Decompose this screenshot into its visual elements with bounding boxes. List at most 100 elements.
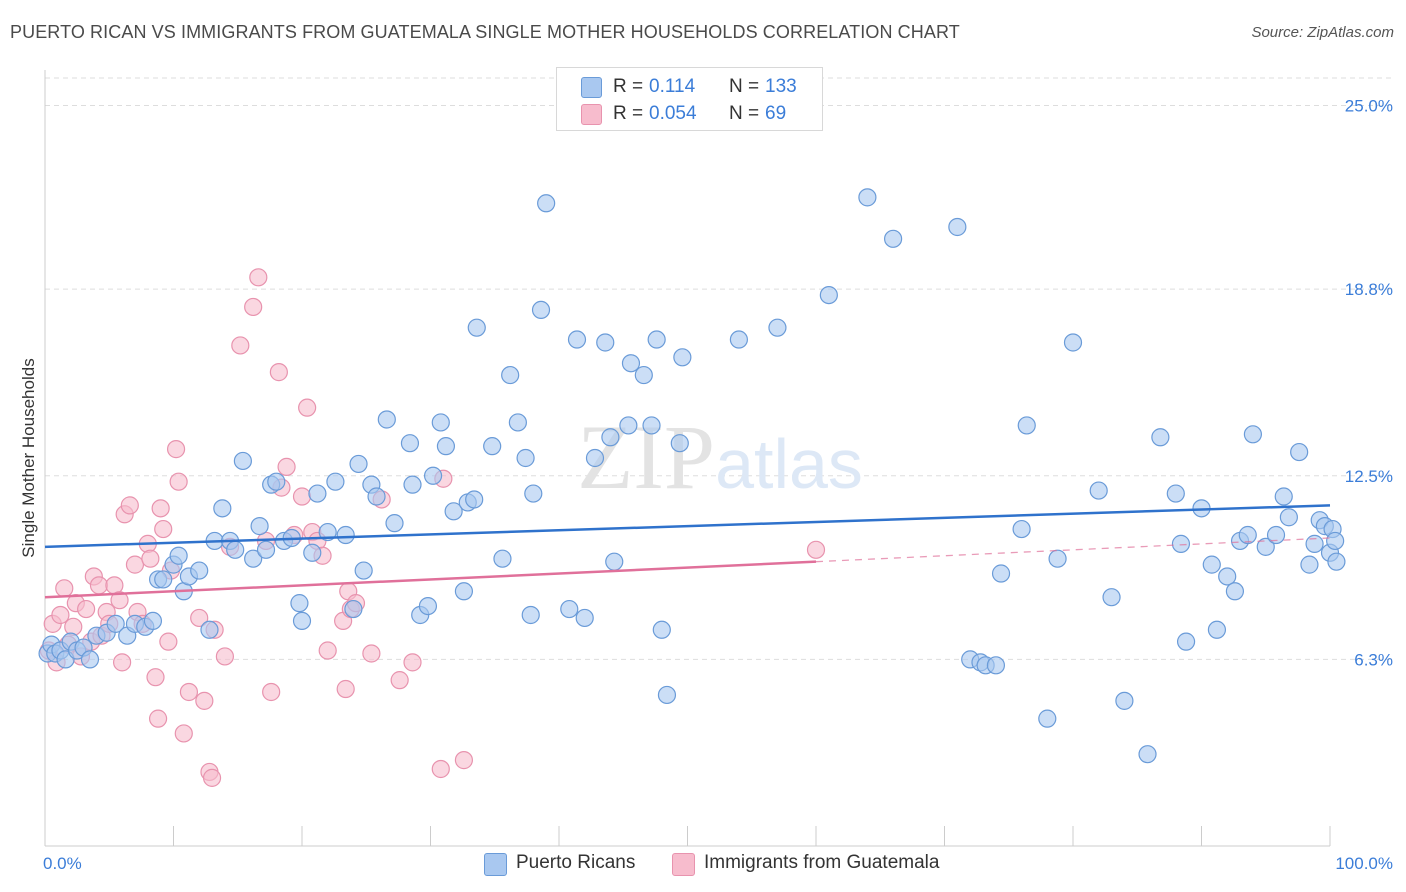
puerto-rican-point <box>621 354 641 373</box>
guatemala-point <box>151 499 170 518</box>
axes <box>44 70 1331 847</box>
puerto-rican-point <box>403 475 422 494</box>
puerto-rican-point <box>601 428 620 447</box>
puerto-rican-point <box>1048 549 1067 568</box>
y-tick-label: 6.3% <box>1354 650 1393 669</box>
y-axis-title: Single Mother Households <box>19 358 38 557</box>
guatemala-point <box>169 472 188 491</box>
guatemala-point <box>362 644 381 663</box>
puerto-rican-point <box>213 499 232 518</box>
puerto-rican-point <box>1138 745 1157 764</box>
puerto-rican-point <box>596 333 615 352</box>
puerto-rican-point <box>267 472 286 491</box>
puerto-rican-point <box>1225 582 1245 601</box>
puerto-rican-point <box>233 451 252 471</box>
puerto-rican-point <box>1218 567 1237 586</box>
puerto-rican-point <box>1202 555 1221 574</box>
guatemala-point <box>110 591 129 610</box>
puerto-rican-point <box>1256 537 1275 556</box>
legend-swatch-pink <box>672 853 695 876</box>
puerto-rican-point <box>143 611 163 631</box>
puerto-rican-point <box>516 448 535 468</box>
source-credit: Source: ZipAtlas.com <box>1251 24 1394 41</box>
guatemala-point <box>159 632 178 651</box>
guatemala-point <box>249 268 268 287</box>
gridlines <box>45 77 1392 660</box>
puerto-rican-point <box>200 620 219 639</box>
puerto-rican-point <box>493 549 512 568</box>
guatemala-point <box>148 709 168 728</box>
trend-line-guatemala-point <box>44 560 817 599</box>
puerto-rican-point <box>1274 487 1293 506</box>
puerto-rican-point <box>454 582 474 601</box>
puerto-rican-point <box>1151 428 1170 447</box>
guatemala-point <box>55 579 74 598</box>
puerto-rican-point <box>1238 525 1257 545</box>
puerto-rican-point <box>524 484 543 503</box>
puerto-rican-point <box>647 330 666 349</box>
puerto-rican-point <box>508 413 527 432</box>
puerto-rican-point <box>642 416 661 435</box>
guatemala-point <box>318 641 337 660</box>
guatemala-point <box>292 487 312 506</box>
puerto-rican-point <box>1089 481 1108 500</box>
puerto-rican-point <box>290 594 309 613</box>
guatemala-point <box>269 363 288 382</box>
puerto-rican-point <box>567 330 587 349</box>
guatemala-point <box>195 691 214 710</box>
puerto-rican-point <box>483 437 502 456</box>
puerto-rican-point <box>1326 531 1345 551</box>
axis-labels: 6.3% 12.5% 18.8% 25.0% 0.0% 100.0% Single Moth… <box>19 97 1393 873</box>
puerto-rican-point <box>256 540 276 559</box>
guatemala-point <box>146 668 165 687</box>
guatemala-point <box>806 540 826 559</box>
guatemala-point <box>231 336 250 355</box>
puerto-rican-point <box>1300 555 1319 574</box>
series-puerto-rican-points <box>38 188 1346 764</box>
trend-lines <box>44 504 1331 599</box>
puerto-rican-point <box>344 599 363 619</box>
puerto-rican-point <box>1063 333 1083 352</box>
puerto-rican-point <box>423 466 443 485</box>
chart-title: PUERTO RICAN VS IMMIGRANTS FROM GUATEMAL… <box>10 22 960 42</box>
legend-n-label: N = <box>729 103 760 124</box>
puerto-rican-point <box>106 614 125 633</box>
trend-line-puerto-rican-point <box>44 504 1331 549</box>
puerto-rican-point <box>318 522 337 542</box>
puerto-rican-point <box>1327 552 1346 571</box>
puerto-rican-point <box>80 650 100 669</box>
puerto-rican-point <box>326 472 345 491</box>
puerto-rican-point <box>501 365 520 385</box>
puerto-rican-point <box>768 318 787 337</box>
legend-r-value: 0.114 <box>649 76 696 97</box>
puerto-rican-point <box>292 611 312 631</box>
guatemala-point <box>125 555 145 574</box>
puerto-rican-point <box>1017 416 1036 435</box>
x-tick-label-max: 100.0% <box>1335 854 1393 873</box>
legend-r-label: R = <box>613 76 644 97</box>
puerto-rican-point <box>336 525 355 545</box>
guatemala-point <box>166 440 186 459</box>
puerto-rican-point <box>531 300 551 320</box>
x-tick-label-min: 0.0% <box>43 854 82 873</box>
guatemala-point <box>262 682 281 702</box>
guatemala-point <box>51 605 70 625</box>
puerto-rican-point <box>190 561 209 580</box>
puerto-rican-point <box>244 549 263 568</box>
puerto-rican-point <box>858 188 877 207</box>
puerto-rican-point <box>1012 519 1031 539</box>
guatemala-point <box>154 519 173 539</box>
puerto-rican-point <box>729 330 749 349</box>
guatemala-point <box>403 653 422 672</box>
puerto-rican-point <box>418 596 438 616</box>
series-guatemala-points <box>39 268 826 787</box>
correlation-legend: R = 0.114 N = 133 R = 0.054 N = 69 <box>556 67 823 131</box>
guatemala-point <box>454 751 474 770</box>
legend-label: Immigrants from Guatemala <box>704 852 940 873</box>
puerto-rican-point <box>652 620 671 639</box>
puerto-rican-point <box>354 561 373 580</box>
puerto-rican-point <box>537 194 556 213</box>
puerto-rican-point <box>986 656 1006 675</box>
puerto-rican-point <box>1176 632 1196 651</box>
